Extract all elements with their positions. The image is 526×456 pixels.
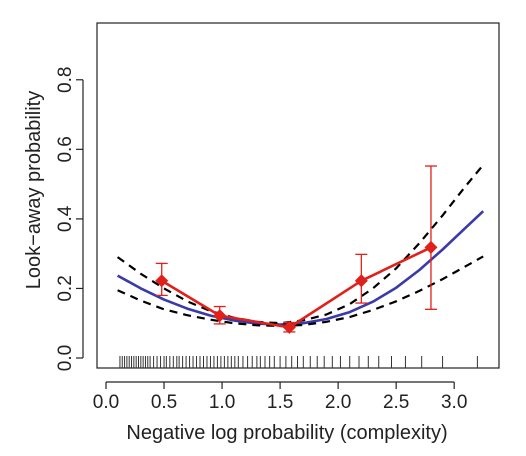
data-point [155,274,169,288]
rug [119,356,478,368]
y-tick-label: 0.2 [55,275,76,301]
y-tick-label: 0.6 [55,136,76,162]
data-point [282,320,296,334]
x-tick-label: 1.5 [267,392,293,413]
x-tick-label: 0.0 [93,392,119,413]
data-point [424,240,438,254]
x-tick-label: 3.0 [441,392,467,413]
x-tick-label: 0.5 [151,392,177,413]
error-bars [155,165,437,333]
data-point [213,309,227,323]
x-axis-title: Negative log probability (complexity) [126,422,447,444]
y-tick-label: 0.8 [55,67,76,93]
observed-line [161,246,432,329]
y-tick-label: 0.0 [55,345,76,371]
x-tick-label: 2.5 [383,392,409,413]
fit-line [116,210,485,326]
axes: 0.0 0.5 1.0 1.5 2.0 2.5 3.0 0.0 0.2 0.4 0.6 0.8 [55,67,467,413]
plot-frame [96,22,500,369]
x-tick-label: 1.0 [209,392,235,413]
x-tick-label: 2.0 [325,392,351,413]
y-tick-label: 0.4 [55,205,76,232]
data-point [354,274,368,288]
ci-lower-line [117,255,484,328]
points [155,240,438,334]
y-axis-title: Look−away probability [23,91,45,289]
ci-upper-line [116,164,485,325]
